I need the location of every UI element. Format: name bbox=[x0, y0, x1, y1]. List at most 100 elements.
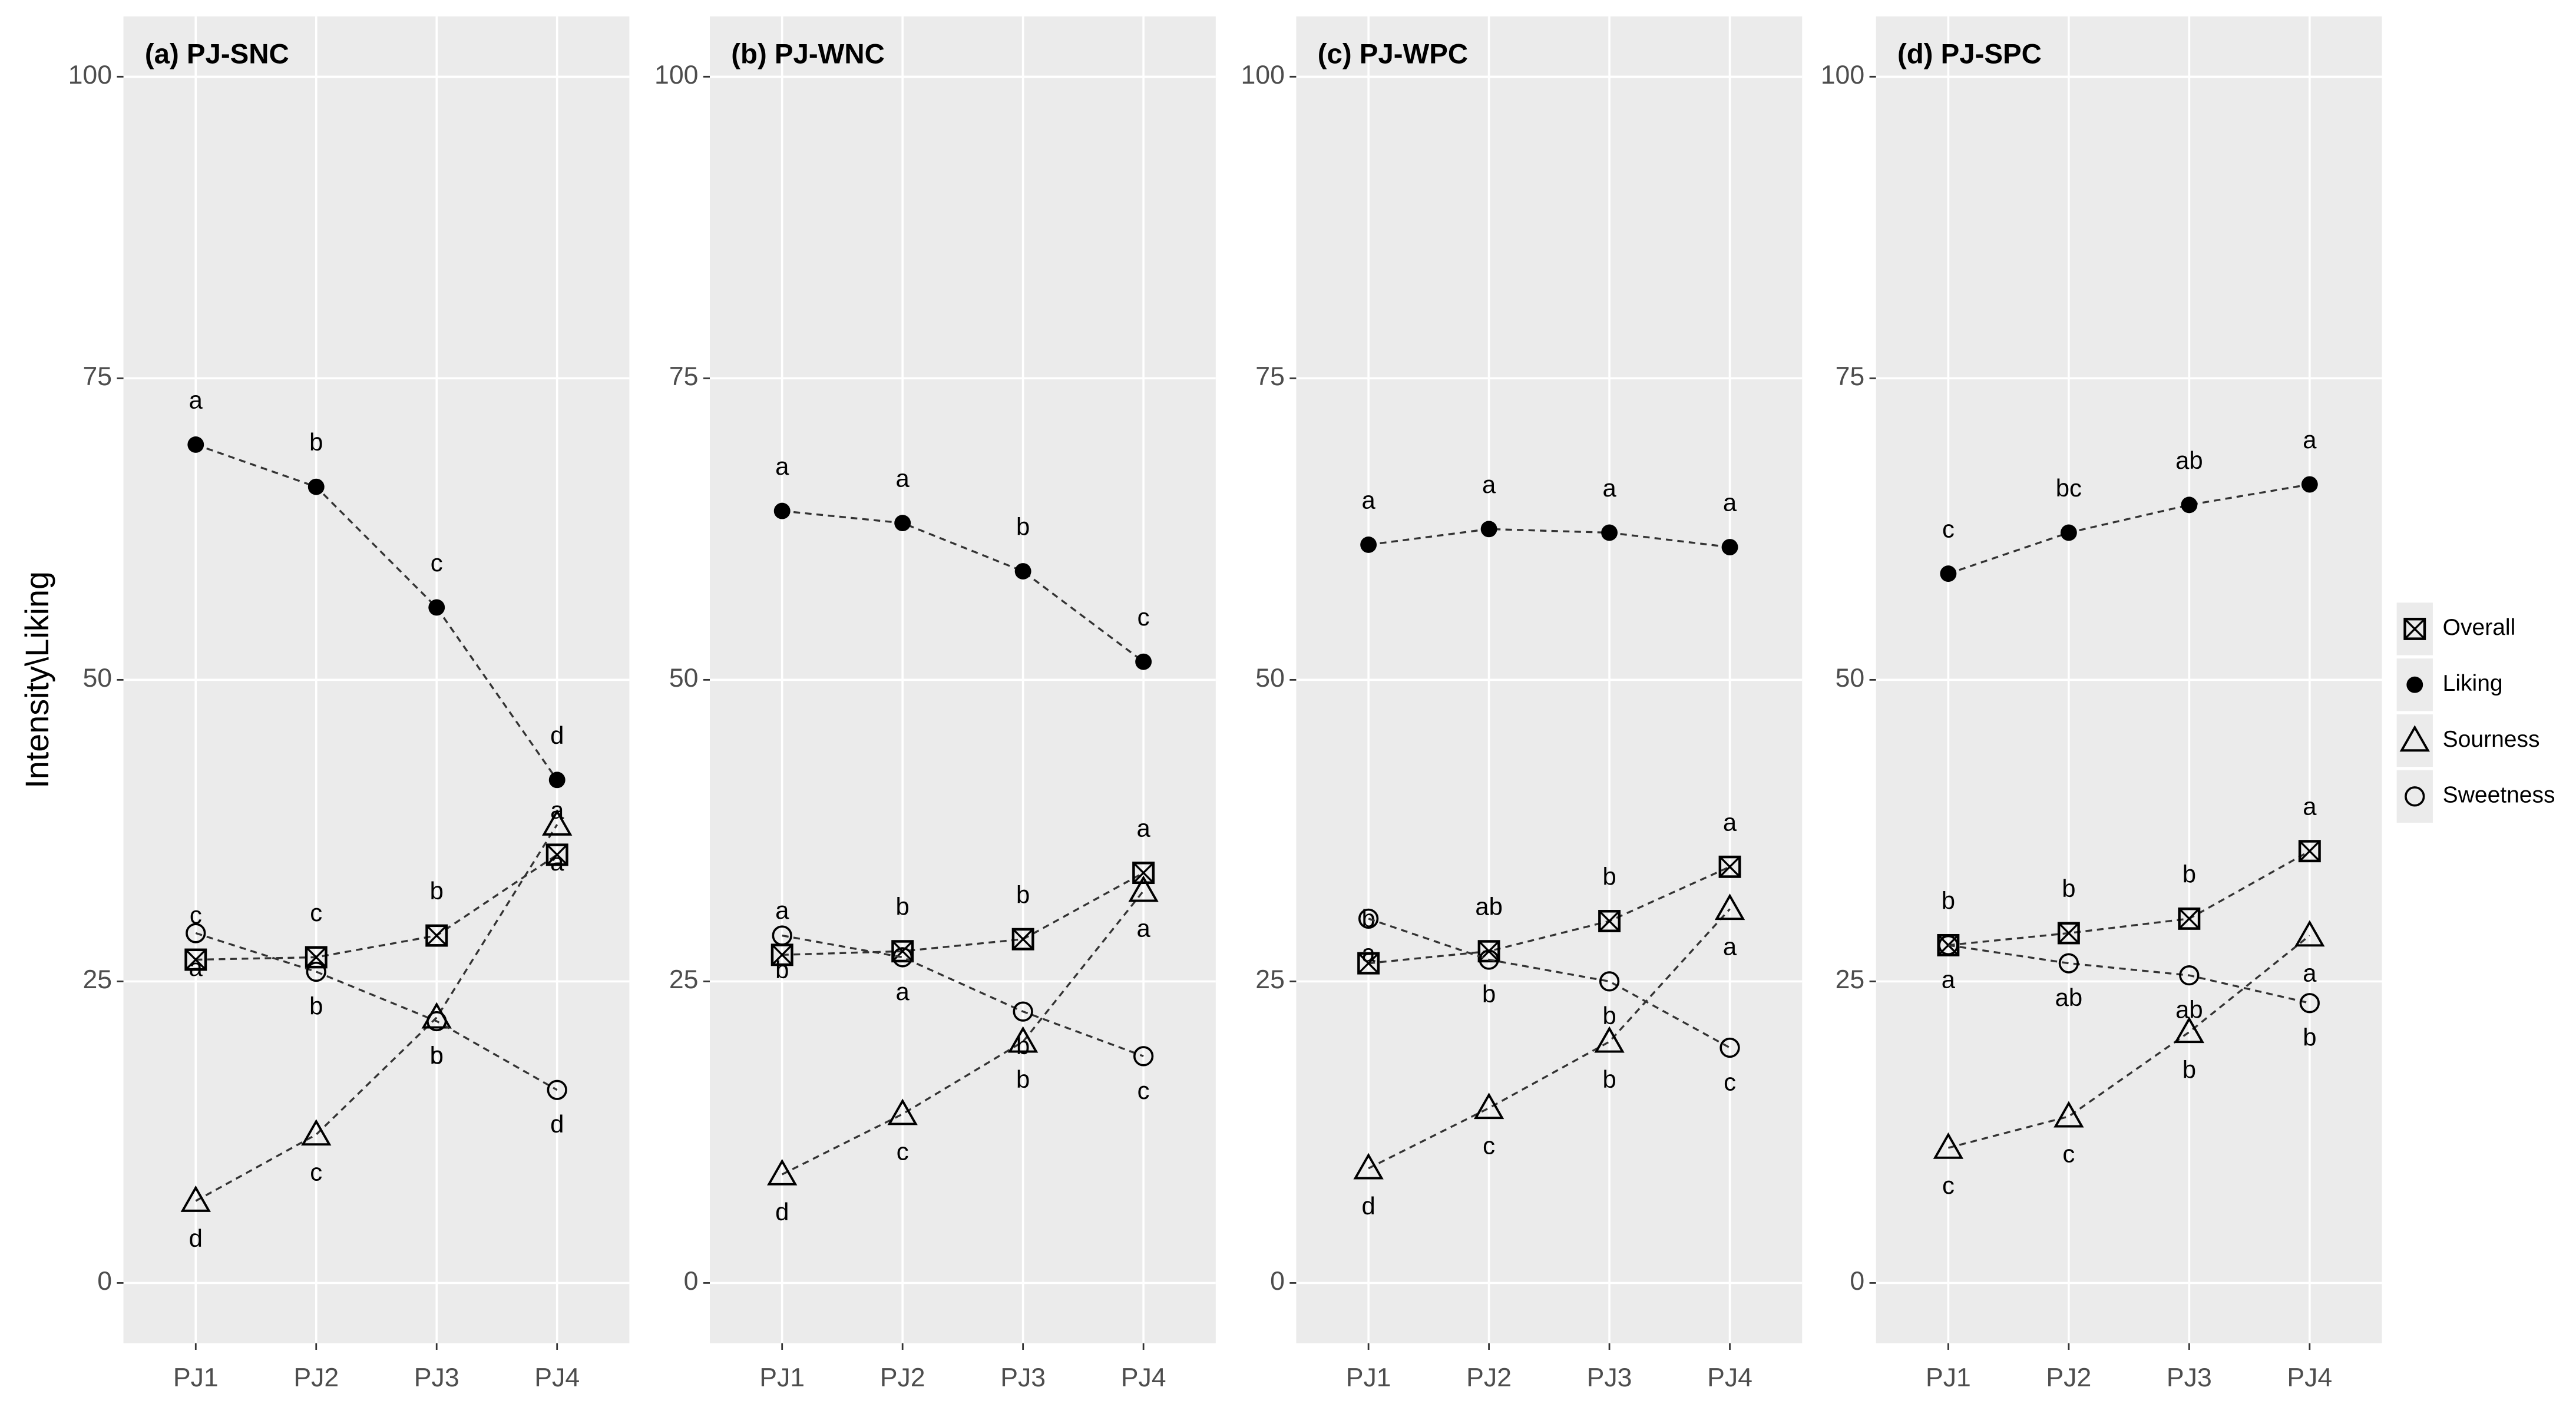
data-point bbox=[2178, 907, 2201, 930]
data-point bbox=[1479, 949, 1499, 970]
data-point bbox=[1594, 1026, 1625, 1053]
significance-letter: a bbox=[2303, 793, 2317, 820]
significance-letter: a bbox=[189, 386, 203, 414]
marker-dot bbox=[1360, 537, 1377, 553]
data-point bbox=[186, 923, 206, 943]
marker-circle bbox=[1599, 971, 1620, 992]
significance-letter: b bbox=[2062, 875, 2075, 902]
panel-title: (d) PJ-SPC bbox=[1897, 38, 2042, 69]
legend-label: Liking bbox=[2443, 671, 2503, 696]
marker-circle bbox=[1938, 935, 1959, 956]
marker-dot bbox=[1601, 524, 1618, 541]
significance-letter: a bbox=[1723, 489, 1737, 516]
data-point bbox=[2301, 476, 2318, 493]
marker-circle bbox=[547, 1080, 567, 1100]
data-point bbox=[180, 1185, 211, 1212]
marker-dot bbox=[1721, 539, 1738, 556]
series-line bbox=[1368, 918, 1731, 1049]
x-tick-label: PJ1 bbox=[1346, 1363, 1391, 1392]
marker-circle bbox=[306, 961, 326, 982]
marker-circle bbox=[2405, 786, 2425, 807]
significance-letter: a bbox=[1136, 814, 1150, 842]
data-point bbox=[892, 947, 913, 968]
y-tick-label: 75 bbox=[1255, 362, 1285, 391]
legend-label: Sweetness bbox=[2443, 783, 2555, 808]
marker-triangle bbox=[1594, 1026, 1625, 1053]
significance-letter: a bbox=[1482, 471, 1496, 498]
x-tick-label: PJ2 bbox=[293, 1363, 339, 1392]
significance-letter: b bbox=[1942, 886, 1955, 914]
marker-square bbox=[1357, 952, 1380, 975]
marker-dot bbox=[1014, 563, 1031, 580]
marker-circle bbox=[1133, 1046, 1154, 1067]
data-point bbox=[1014, 563, 1031, 580]
data-point bbox=[1357, 952, 1380, 975]
x-tick-label: PJ2 bbox=[880, 1363, 925, 1392]
marker-dot bbox=[1480, 521, 1497, 538]
y-tick-label: 0 bbox=[1850, 1267, 1864, 1296]
data-point bbox=[1718, 855, 1741, 878]
significance-letter: d bbox=[1361, 1192, 1375, 1220]
marker-triangle bbox=[2174, 1016, 2205, 1044]
marker-dot bbox=[1135, 653, 1152, 670]
data-point bbox=[1473, 1092, 1504, 1120]
data-point bbox=[1598, 910, 1621, 932]
marker-square bbox=[425, 924, 448, 947]
data-point bbox=[1599, 971, 1620, 992]
data-point bbox=[891, 940, 914, 963]
y-tick-label: 25 bbox=[82, 965, 112, 994]
significance-letter: b bbox=[430, 877, 444, 905]
x-tick-label: PJ1 bbox=[759, 1363, 805, 1392]
data-point bbox=[547, 1080, 567, 1100]
significance-letter: a bbox=[1723, 932, 1737, 960]
data-point bbox=[1132, 862, 1155, 885]
significance-letter: a bbox=[1136, 915, 1150, 942]
significance-letter: b bbox=[430, 1041, 444, 1069]
significance-letter: c bbox=[431, 1041, 443, 1069]
series-line bbox=[195, 932, 558, 1091]
significance-letter: c bbox=[310, 899, 322, 926]
data-point bbox=[1480, 521, 1497, 538]
legend-key bbox=[2396, 770, 2433, 823]
series-line bbox=[782, 509, 1145, 663]
series-line bbox=[1368, 528, 1730, 548]
series-line bbox=[1368, 866, 1731, 965]
marker-circle bbox=[1719, 1037, 1740, 1058]
y-tick-label: 25 bbox=[1836, 965, 1865, 994]
data-point bbox=[894, 515, 911, 532]
x-tick-label: PJ1 bbox=[173, 1363, 219, 1392]
data-point bbox=[2174, 1016, 2205, 1044]
marker-circle bbox=[772, 925, 792, 946]
marker-triangle bbox=[301, 1119, 332, 1146]
data-point bbox=[1358, 908, 1379, 929]
data-point bbox=[1007, 1026, 1039, 1053]
marker-cross bbox=[305, 946, 327, 968]
marker-triangle bbox=[2294, 920, 2325, 947]
y-tick-label: 100 bbox=[68, 61, 112, 90]
x-tick-label: PJ3 bbox=[1000, 1363, 1046, 1392]
marker-square bbox=[2178, 907, 2201, 930]
marker-square bbox=[2403, 617, 2426, 640]
significance-letter: d bbox=[550, 1110, 564, 1138]
marker-cross bbox=[2058, 922, 2079, 944]
series-line bbox=[1947, 483, 2310, 575]
marker-circle bbox=[186, 923, 206, 943]
significance-letter: a bbox=[1602, 474, 1616, 502]
significance-letter: a bbox=[2303, 959, 2317, 987]
significance-letter: c bbox=[1137, 1077, 1150, 1104]
significance-letter: a bbox=[1723, 808, 1737, 836]
data-point bbox=[2181, 496, 2198, 514]
significance-letter: c bbox=[1724, 1068, 1736, 1095]
data-point bbox=[767, 1158, 798, 1186]
marker-circle bbox=[1358, 908, 1379, 929]
significance-letter: c bbox=[1137, 603, 1150, 631]
marker-cross bbox=[2299, 840, 2320, 862]
marker-cross bbox=[1599, 910, 1620, 932]
marker-cross bbox=[546, 844, 568, 866]
x-tick-label: PJ1 bbox=[1926, 1363, 1971, 1392]
y-axis-label: Intensity\Liking bbox=[19, 571, 55, 789]
data-point bbox=[1135, 653, 1152, 670]
marker-cross bbox=[2404, 618, 2426, 640]
significance-letter: a bbox=[1942, 965, 1956, 993]
marker-cross bbox=[892, 941, 914, 962]
